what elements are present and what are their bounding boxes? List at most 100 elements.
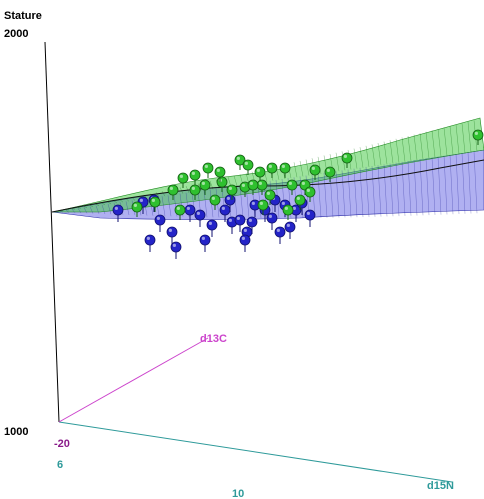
data-point — [199, 234, 211, 246]
surface-mesh-line — [239, 185, 244, 218]
surface-mesh-line — [101, 203, 106, 206]
point-highlight — [259, 201, 263, 205]
point-highlight — [226, 196, 230, 200]
y-axis-tick-label: -20 — [54, 438, 70, 450]
point-highlight — [311, 166, 315, 170]
point-highlight — [168, 228, 172, 232]
point-highlight — [169, 186, 173, 190]
data-point — [266, 162, 278, 174]
data-point — [167, 184, 179, 196]
surface-mesh-line — [437, 156, 442, 215]
surface-mesh-line — [293, 162, 298, 178]
data-point — [309, 164, 321, 176]
surface-mesh-line — [107, 201, 112, 205]
surface-mesh-line — [59, 210, 64, 213]
point-highlight — [172, 243, 176, 247]
surface-mesh-line — [77, 208, 82, 214]
surface-mesh-line — [83, 207, 88, 214]
surface-mesh-line — [299, 160, 304, 177]
data-point — [282, 204, 294, 216]
surface-mesh-line — [113, 200, 118, 204]
point-highlight — [258, 181, 262, 185]
z-axis-label: Stature — [4, 10, 42, 22]
surface-mesh-line — [359, 167, 364, 218]
surface-mesh-line — [401, 161, 406, 216]
point-highlight — [306, 188, 310, 192]
surface-mesh-line — [467, 121, 472, 153]
point-highlight — [186, 206, 190, 210]
data-point — [324, 166, 336, 178]
surface-mesh-line — [323, 172, 328, 218]
data-point — [170, 241, 182, 253]
surface-mesh-line — [443, 155, 448, 215]
surface-mesh-line — [155, 192, 160, 198]
surface-mesh-line — [335, 152, 340, 172]
point-highlight — [292, 206, 296, 210]
data-point — [149, 196, 161, 208]
x-axis-label: d15N — [427, 480, 454, 492]
data-point — [284, 221, 296, 233]
surface-mesh-line — [95, 205, 100, 214]
point-highlight — [251, 201, 255, 205]
y-axis-label: d13C — [200, 333, 227, 345]
point-highlight — [236, 216, 240, 220]
point-highlight — [176, 206, 180, 210]
surface-mesh-line — [425, 158, 430, 216]
surface-mesh-line — [107, 203, 112, 215]
data-points — [112, 129, 484, 259]
data-point — [199, 179, 211, 191]
point-highlight — [211, 196, 215, 200]
point-highlight — [326, 168, 330, 172]
point-highlight — [208, 221, 212, 225]
surface-mesh-line — [455, 154, 460, 214]
data-point — [294, 194, 306, 206]
surface-mesh-line — [407, 160, 412, 216]
point-highlight — [201, 236, 205, 240]
point-highlight — [268, 164, 272, 168]
surface-mesh-line — [359, 147, 364, 168]
surface-mesh-line — [377, 143, 382, 166]
data-point — [166, 226, 178, 238]
surface-mesh-line — [437, 128, 442, 157]
surface-mesh-line — [365, 166, 370, 217]
data-point — [131, 201, 143, 213]
point-highlight — [228, 186, 232, 190]
surface-mesh-line — [389, 140, 394, 164]
surface-mesh-line — [455, 124, 460, 155]
surface-mesh-line — [233, 175, 238, 186]
data-point — [246, 216, 258, 228]
surface-mesh-line — [413, 134, 418, 161]
surface-mesh-line — [311, 174, 316, 218]
z-axis-min-label: 1000 — [4, 426, 28, 438]
surface-mesh-line — [383, 164, 388, 217]
point-highlight — [146, 236, 150, 240]
data-point — [274, 226, 286, 238]
data-point — [144, 234, 156, 246]
data-point — [209, 194, 221, 206]
data-point — [202, 162, 214, 174]
surface-mesh-line — [83, 206, 88, 208]
point-highlight — [156, 216, 160, 220]
x-axis — [58, 421, 453, 483]
y-axis — [58, 337, 209, 423]
point-highlight — [114, 206, 118, 210]
point-highlight — [139, 198, 143, 202]
surface-mesh-line — [335, 171, 340, 218]
data-point — [189, 184, 201, 196]
surface-mesh-line — [89, 206, 94, 214]
data-point — [154, 214, 166, 226]
surface-mesh-line — [101, 204, 106, 215]
point-highlight — [228, 218, 232, 222]
point-highlight — [284, 206, 288, 210]
data-point — [224, 194, 236, 206]
point-highlight — [268, 214, 272, 218]
point-highlight — [281, 164, 285, 168]
point-highlight — [241, 183, 245, 187]
point-highlight — [286, 223, 290, 227]
point-highlight — [204, 164, 208, 168]
surface-mesh-line — [65, 209, 70, 213]
surface-mesh-line — [305, 159, 310, 176]
surface-mesh-line — [371, 144, 376, 167]
point-highlight — [243, 228, 247, 232]
data-point — [304, 209, 316, 221]
